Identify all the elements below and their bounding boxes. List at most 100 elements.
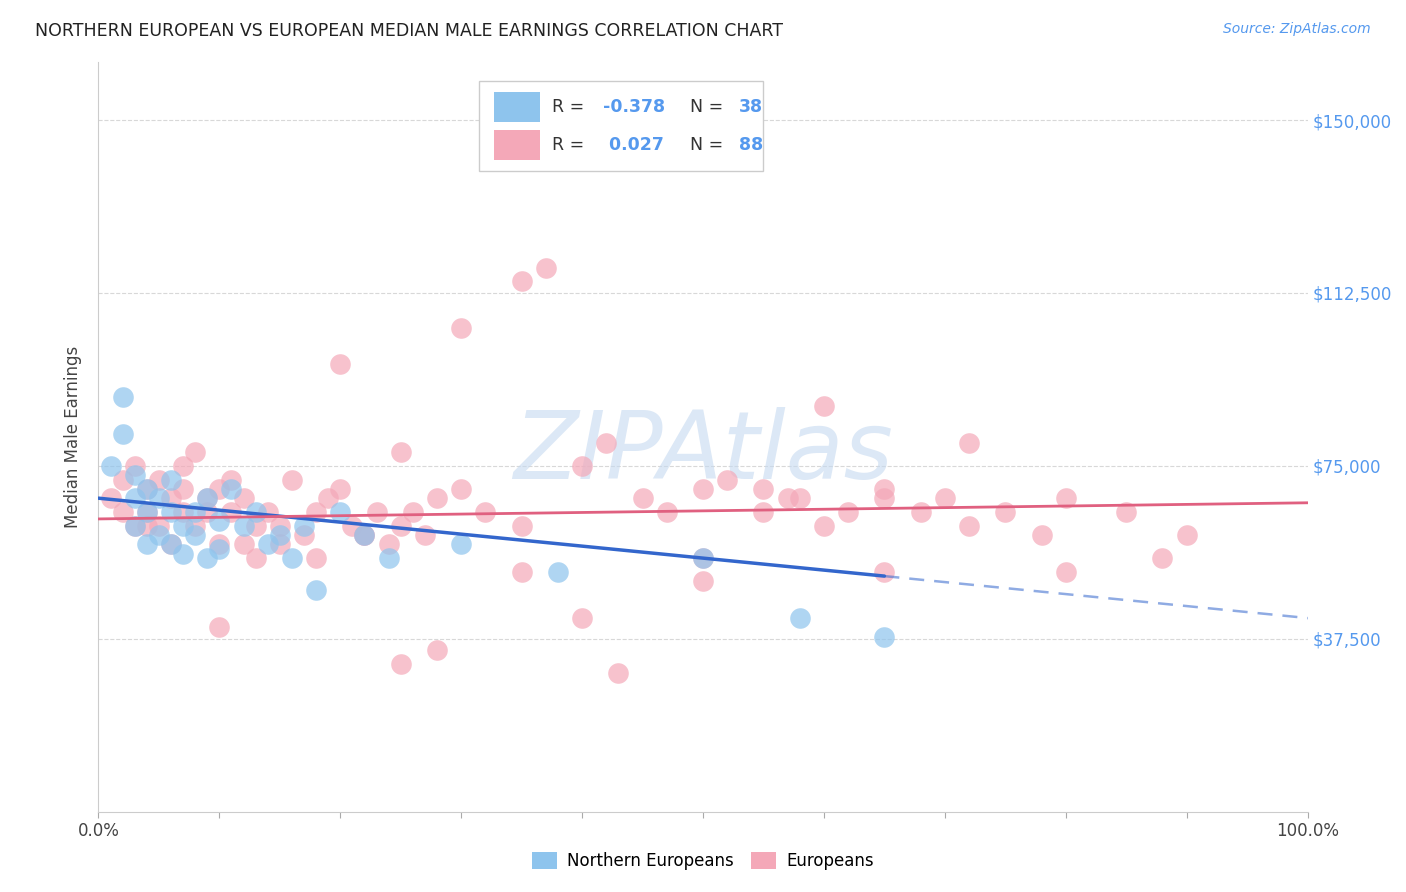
Point bbox=[172, 505, 194, 519]
Point bbox=[789, 491, 811, 505]
Point bbox=[389, 657, 412, 672]
Point bbox=[148, 473, 170, 487]
Point bbox=[124, 519, 146, 533]
Point bbox=[232, 519, 254, 533]
Point bbox=[124, 491, 146, 505]
Point bbox=[221, 482, 243, 496]
Point bbox=[329, 358, 352, 372]
Point bbox=[342, 519, 364, 533]
Point bbox=[510, 519, 533, 533]
Point bbox=[377, 537, 399, 551]
Point bbox=[111, 473, 134, 487]
Point bbox=[245, 505, 267, 519]
Point bbox=[184, 505, 207, 519]
Point bbox=[450, 482, 472, 496]
Point bbox=[353, 528, 375, 542]
Point bbox=[292, 528, 315, 542]
Point bbox=[281, 551, 304, 566]
Point bbox=[148, 528, 170, 542]
Point bbox=[111, 390, 134, 404]
Point bbox=[510, 275, 533, 289]
Point bbox=[813, 519, 835, 533]
Point bbox=[389, 519, 412, 533]
Point bbox=[195, 491, 218, 505]
Point bbox=[100, 491, 122, 505]
Point bbox=[934, 491, 956, 505]
Point bbox=[571, 458, 593, 473]
Point bbox=[595, 435, 617, 450]
Point bbox=[160, 473, 183, 487]
Text: 38: 38 bbox=[740, 98, 763, 116]
Point bbox=[366, 505, 388, 519]
Point bbox=[692, 551, 714, 566]
Point bbox=[245, 551, 267, 566]
Point bbox=[353, 528, 375, 542]
Point bbox=[208, 620, 231, 634]
Point bbox=[571, 611, 593, 625]
Point bbox=[389, 445, 412, 459]
Point bbox=[450, 537, 472, 551]
Point bbox=[329, 505, 352, 519]
Point bbox=[510, 565, 533, 579]
FancyBboxPatch shape bbox=[494, 130, 540, 160]
Point bbox=[547, 565, 569, 579]
Point bbox=[135, 482, 157, 496]
Point bbox=[1152, 551, 1174, 566]
Point bbox=[450, 320, 472, 334]
Point bbox=[172, 519, 194, 533]
Point bbox=[124, 519, 146, 533]
Point bbox=[813, 399, 835, 413]
Point bbox=[789, 611, 811, 625]
Point bbox=[135, 519, 157, 533]
Point bbox=[377, 551, 399, 566]
Point bbox=[111, 426, 134, 441]
Point bbox=[716, 473, 738, 487]
Point bbox=[1054, 565, 1077, 579]
Text: -0.378: -0.378 bbox=[603, 98, 665, 116]
Text: Source: ZipAtlas.com: Source: ZipAtlas.com bbox=[1223, 22, 1371, 37]
Point bbox=[305, 583, 328, 598]
Point bbox=[1031, 528, 1053, 542]
Point bbox=[426, 491, 449, 505]
Point bbox=[172, 458, 194, 473]
Point bbox=[232, 491, 254, 505]
Text: R =: R = bbox=[551, 98, 589, 116]
Point bbox=[873, 482, 896, 496]
Point bbox=[269, 528, 291, 542]
Point bbox=[910, 505, 932, 519]
Point bbox=[994, 505, 1017, 519]
Point bbox=[873, 565, 896, 579]
Text: 88: 88 bbox=[740, 136, 763, 153]
Text: R =: R = bbox=[551, 136, 589, 153]
Point bbox=[111, 505, 134, 519]
Point bbox=[1115, 505, 1137, 519]
Point bbox=[100, 458, 122, 473]
Point bbox=[752, 505, 775, 519]
Point bbox=[402, 505, 425, 519]
Point bbox=[172, 547, 194, 561]
Point bbox=[184, 519, 207, 533]
Point bbox=[776, 491, 799, 505]
Point bbox=[124, 468, 146, 483]
Point bbox=[135, 482, 157, 496]
Text: ZIPAtlas: ZIPAtlas bbox=[513, 407, 893, 498]
Text: NORTHERN EUROPEAN VS EUROPEAN MEDIAN MALE EARNINGS CORRELATION CHART: NORTHERN EUROPEAN VS EUROPEAN MEDIAN MAL… bbox=[35, 22, 783, 40]
Point bbox=[837, 505, 859, 519]
Point bbox=[195, 505, 218, 519]
Point bbox=[305, 505, 328, 519]
Point bbox=[208, 514, 231, 528]
Point bbox=[957, 435, 980, 450]
Point bbox=[195, 551, 218, 566]
Point bbox=[269, 537, 291, 551]
Point bbox=[292, 519, 315, 533]
FancyBboxPatch shape bbox=[494, 93, 540, 122]
Point bbox=[148, 519, 170, 533]
Point bbox=[873, 491, 896, 505]
Point bbox=[221, 473, 243, 487]
Point bbox=[269, 519, 291, 533]
Point bbox=[426, 643, 449, 657]
Point bbox=[221, 505, 243, 519]
Point bbox=[752, 482, 775, 496]
Point bbox=[195, 491, 218, 505]
Y-axis label: Median Male Earnings: Median Male Earnings bbox=[65, 346, 83, 528]
